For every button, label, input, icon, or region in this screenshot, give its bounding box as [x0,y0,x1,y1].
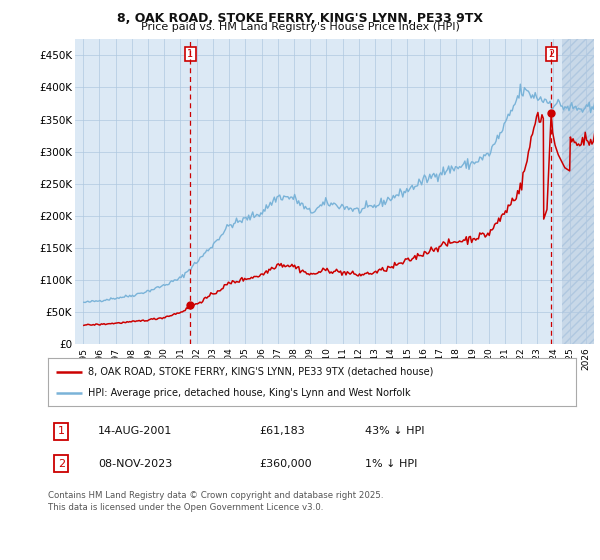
Polygon shape [562,39,594,344]
Text: £360,000: £360,000 [259,459,312,469]
Text: £61,183: £61,183 [259,426,305,436]
Text: 1: 1 [187,49,194,59]
Text: 8, OAK ROAD, STOKE FERRY, KING'S LYNN, PE33 9TX (detached house): 8, OAK ROAD, STOKE FERRY, KING'S LYNN, P… [88,367,433,377]
Text: 08-NOV-2023: 08-NOV-2023 [98,459,172,469]
Text: 1% ↓ HPI: 1% ↓ HPI [365,459,417,469]
Text: 43% ↓ HPI: 43% ↓ HPI [365,426,424,436]
Text: HPI: Average price, detached house, King's Lynn and West Norfolk: HPI: Average price, detached house, King… [88,388,410,398]
Text: Price paid vs. HM Land Registry's House Price Index (HPI): Price paid vs. HM Land Registry's House … [140,22,460,32]
Text: 14-AUG-2001: 14-AUG-2001 [98,426,173,436]
Text: Contains HM Land Registry data © Crown copyright and database right 2025.
This d: Contains HM Land Registry data © Crown c… [48,491,383,512]
Text: 8, OAK ROAD, STOKE FERRY, KING'S LYNN, PE33 9TX: 8, OAK ROAD, STOKE FERRY, KING'S LYNN, P… [117,12,483,25]
Text: 1: 1 [58,426,65,436]
Text: 2: 2 [548,49,554,59]
Text: 2: 2 [58,459,65,469]
